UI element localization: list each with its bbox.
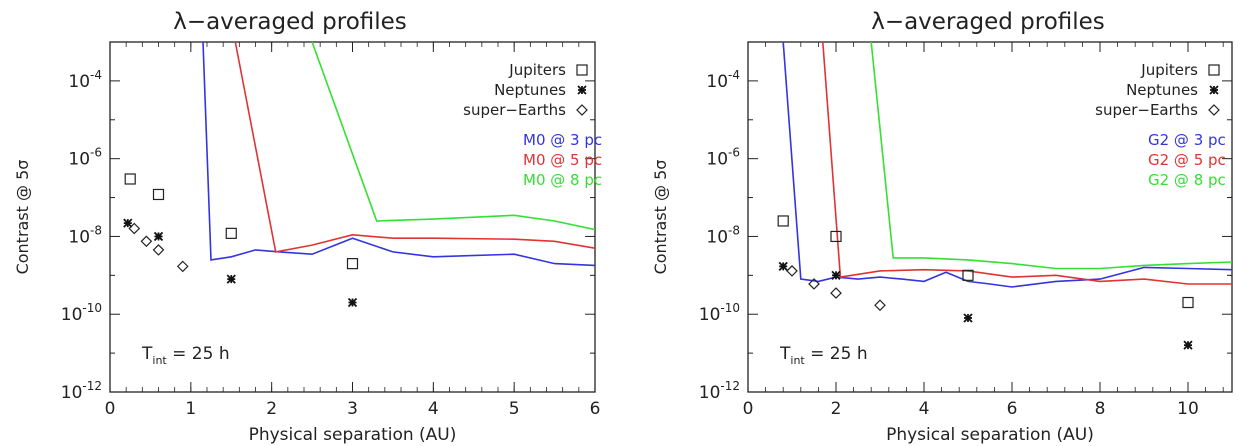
series-group (782, 42, 1232, 288)
legend-square-icon (1208, 64, 1220, 76)
y-tick-label: 10-12 (61, 379, 102, 403)
jupiter-marker (830, 230, 842, 243)
jupiter-marker (962, 269, 974, 281)
legend-square-icon (576, 64, 588, 76)
legend-label: super−Earths (463, 101, 566, 119)
x-tick-label: 10 (1177, 399, 1199, 419)
x-tick-label: 5 (509, 399, 520, 419)
legend-label: super−Earths (1095, 101, 1198, 119)
series-line (822, 42, 1232, 285)
integration-time-annotation: Tint = 25 h (779, 344, 868, 367)
y-tick-label: 10-8 (706, 223, 740, 247)
x-tick-label: 0 (743, 399, 754, 419)
x-tick-label: 2 (266, 399, 277, 419)
neptune-marker (831, 270, 841, 280)
neptune-marker (347, 297, 358, 308)
neptune-marker (963, 313, 973, 323)
y-axis-label: Contrast @ 5σ (13, 160, 32, 275)
series-legend-label: G2 @ 3 pc (1148, 131, 1226, 149)
x-axis-label: Physical separation (AU) (886, 425, 1094, 445)
legend-label: Jupiters (508, 61, 566, 79)
y-tick-label: 10-4 (68, 68, 102, 92)
series-legend-label: M0 @ 5 pc (523, 151, 602, 169)
x-tick-label: 2 (831, 399, 842, 419)
y-tick-label: 10-12 (699, 379, 740, 403)
neptune-marker (778, 261, 788, 272)
contrast-chart-m0: λ−averaged profiles 10-12 10-10 10-8 10-6 10-… (13, 9, 602, 445)
jupiter-marker (346, 258, 359, 270)
chart-title: λ−averaged profiles (871, 9, 1105, 35)
integration-time-annotation: Tint = 25 h (141, 344, 230, 367)
series-legend-label: G2 @ 8 pc (1148, 171, 1226, 189)
x-tick-label: 8 (1095, 399, 1106, 419)
x-tick-label: 4 (428, 399, 439, 419)
series-legend-label: M0 @ 8 pc (523, 171, 602, 189)
y-tick-label: 10-8 (68, 223, 102, 247)
super-earth-marker (830, 287, 842, 299)
series-line (782, 42, 1232, 288)
legend-label: Neptunes (494, 81, 566, 99)
series-line (870, 42, 1232, 270)
x-tick-label: 0 (105, 399, 116, 419)
contrast-chart-g2: λ−averaged profiles 10-12 10-10 10-8 10-6 10-… (651, 9, 1233, 445)
neptune-marker (123, 218, 133, 228)
y-tick-label: 10-10 (699, 301, 740, 325)
series-line (202, 42, 595, 267)
jupiter-marker (124, 173, 136, 185)
plot-frame (747, 41, 1233, 393)
neptune-marker (226, 274, 236, 284)
super-earth-marker (786, 265, 798, 277)
legend-diamond-icon (1208, 104, 1220, 116)
legend-label: Jupiters (1140, 61, 1198, 79)
series-legend-label: G2 @ 5 pc (1148, 151, 1226, 169)
neptune-marker (1183, 340, 1193, 350)
x-tick-label: 6 (1007, 399, 1018, 419)
x-tick-label: 4 (919, 399, 930, 419)
x-tick-label: 6 (590, 399, 601, 419)
chart-title: λ−averaged profiles (173, 9, 407, 35)
jupiter-marker (777, 215, 789, 227)
legend-asterisk-icon (1209, 85, 1219, 95)
x-tick-label: 3 (347, 399, 358, 419)
x-axis-label: Physical separation (AU) (249, 425, 457, 445)
super-earth-marker (176, 260, 189, 273)
jupiter-marker (152, 188, 165, 201)
legend-diamond-icon (576, 104, 588, 116)
neptune-marker (153, 231, 164, 242)
jupiter-marker (1182, 296, 1194, 309)
y-axis-label: Contrast @ 5σ (651, 160, 670, 275)
series-line (311, 42, 595, 231)
y-tick-label: 10-6 (706, 146, 740, 170)
super-earth-marker (140, 235, 153, 248)
y-tick-label: 10-10 (61, 301, 102, 325)
series-legend-label: M0 @ 3 pc (523, 131, 602, 149)
x-tick-label: 1 (185, 399, 196, 419)
super-earth-marker (152, 244, 165, 256)
y-tick-label: 10-4 (706, 68, 740, 92)
super-earth-marker (128, 222, 141, 235)
series-group (202, 42, 595, 267)
y-tick-label: 10-6 (68, 146, 102, 170)
super-earth-marker (874, 299, 886, 312)
jupiter-marker (225, 227, 237, 239)
series-line (234, 42, 595, 253)
legend-asterisk-icon (577, 85, 587, 95)
super-earth-marker (808, 278, 820, 290)
legend-label: Neptunes (1126, 81, 1198, 99)
